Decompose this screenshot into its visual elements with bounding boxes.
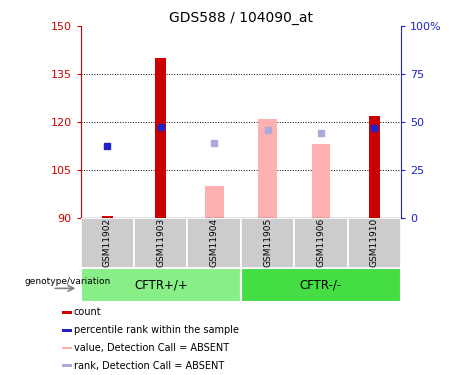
Text: GSM11906: GSM11906: [316, 218, 325, 267]
Bar: [81, 268, 241, 302]
Text: GSM11905: GSM11905: [263, 218, 272, 267]
Text: CFTR-/-: CFTR-/-: [300, 279, 342, 291]
Bar: [369, 116, 380, 218]
Text: percentile rank within the sample: percentile rank within the sample: [74, 325, 239, 335]
Text: genotype/variation: genotype/variation: [24, 277, 111, 286]
Bar: [155, 58, 166, 217]
Bar: [241, 217, 294, 268]
Text: GSM11902: GSM11902: [103, 218, 112, 267]
Bar: [348, 217, 401, 268]
Bar: [188, 217, 241, 268]
Text: count: count: [74, 307, 101, 317]
Text: GSM11910: GSM11910: [370, 218, 379, 267]
Text: GSM11904: GSM11904: [210, 218, 219, 267]
Bar: [62, 328, 72, 332]
Text: value, Detection Call = ABSENT: value, Detection Call = ABSENT: [74, 343, 229, 353]
Bar: [205, 186, 224, 218]
Text: CFTR+/+: CFTR+/+: [134, 279, 188, 291]
Bar: [258, 118, 277, 218]
Text: GSM11903: GSM11903: [156, 218, 165, 267]
Text: rank, Detection Call = ABSENT: rank, Detection Call = ABSENT: [74, 361, 224, 371]
Title: GDS588 / 104090_at: GDS588 / 104090_at: [169, 11, 313, 25]
Bar: [294, 217, 348, 268]
Bar: [62, 346, 72, 350]
Bar: [62, 311, 72, 314]
Bar: [62, 364, 72, 367]
Bar: [241, 268, 401, 302]
Bar: [312, 144, 331, 218]
Bar: [102, 216, 112, 217]
Bar: [134, 217, 188, 268]
Bar: [81, 217, 134, 268]
